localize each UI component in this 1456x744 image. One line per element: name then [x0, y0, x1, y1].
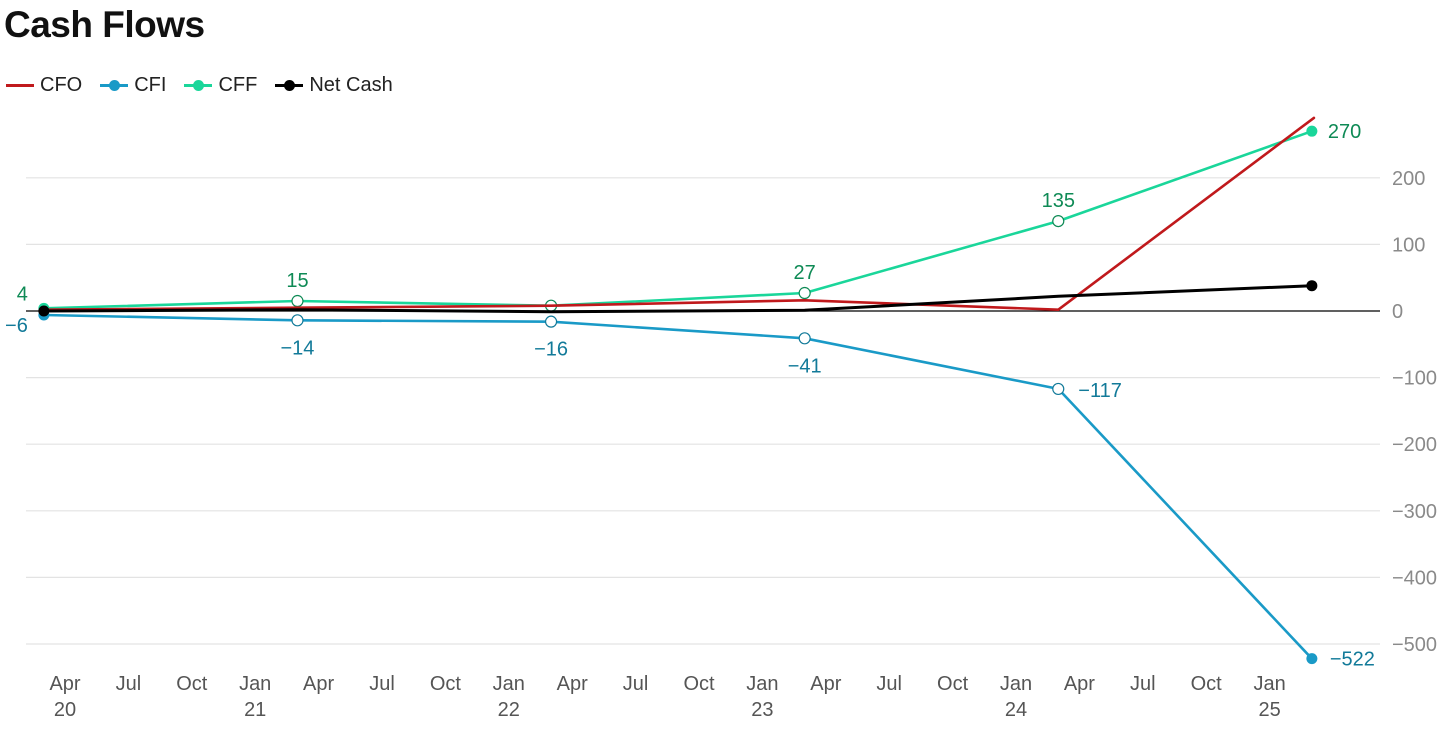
data-label-cfi: −16 — [534, 339, 568, 361]
x-tick-label: Apr — [49, 673, 80, 695]
data-point-cff — [1052, 214, 1065, 228]
legend-label-cfo: CFO — [40, 73, 83, 96]
y-tick-label: 0 — [1392, 301, 1403, 323]
x-tick-label: Jan — [239, 673, 271, 695]
x-tick-year-label: 23 — [751, 699, 773, 721]
series-line-cfi — [42, 313, 1314, 660]
x-tick-label: Jul — [623, 673, 649, 695]
legend-swatch-cfi — [100, 79, 129, 91]
y-tick-label: −200 — [1392, 434, 1437, 456]
data-point-cff — [1306, 125, 1318, 137]
y-tick-label: −500 — [1392, 634, 1437, 656]
series-line-cff — [42, 129, 1314, 310]
x-tick-label: Jul — [1130, 673, 1156, 695]
x-tick-label: Apr — [1064, 673, 1095, 695]
x-tick-year-label: 22 — [498, 699, 520, 721]
x-tick-label: Oct — [1191, 673, 1223, 695]
y-tick-label: −100 — [1392, 368, 1437, 390]
data-label-cfi: −117 — [1078, 380, 1122, 402]
x-tick-label: Apr — [810, 673, 841, 695]
x-tick-label: Jul — [116, 673, 142, 695]
data-label-cfi: −14 — [280, 337, 314, 359]
data-label-cff: 270 — [1328, 121, 1361, 143]
x-tick-label: Apr — [303, 673, 334, 695]
data-point-cfi — [1306, 653, 1318, 665]
legend: CFO CFI CFF Net Cash — [6, 72, 411, 98]
x-tick-label: Oct — [430, 673, 462, 695]
x-tick-label: Jul — [369, 673, 395, 695]
x-tick-label: Apr — [557, 673, 588, 695]
data-point-net-cash — [1306, 280, 1318, 292]
data-point-cfi — [798, 332, 811, 345]
data-label-cfi: −6 — [5, 315, 28, 337]
legend-swatch-cff — [184, 79, 213, 91]
x-tick-label: Jan — [493, 673, 525, 695]
data-point-cfi — [544, 315, 558, 328]
x-tick-label: Jul — [876, 673, 902, 695]
data-point-cfi — [291, 314, 304, 327]
data-label-cff: 4 — [17, 283, 28, 305]
legend-label-cfi: CFI — [134, 73, 167, 96]
x-tick-year-label: 24 — [1005, 699, 1027, 721]
x-tick-year-label: 21 — [244, 699, 266, 721]
x-tick-label: Oct — [683, 673, 715, 695]
legend-swatch-net-cash — [275, 79, 304, 91]
data-label-cff: 135 — [1042, 190, 1075, 212]
data-label-cfi: −41 — [788, 355, 822, 377]
y-tick-label: 200 — [1392, 168, 1425, 190]
x-tick-label: Jan — [1000, 673, 1032, 695]
legend-label-net-cash: Net Cash — [309, 73, 393, 96]
x-tick-year-label: 20 — [54, 699, 76, 721]
legend-label-cff: CFF — [218, 73, 258, 96]
data-label-cfi: −522 — [1330, 649, 1375, 671]
data-point-cfi — [1052, 382, 1065, 396]
legend-item-cfo[interactable]: CFO — [6, 74, 82, 97]
data-point-cff — [291, 294, 304, 308]
x-tick-label: Oct — [937, 673, 969, 695]
y-tick-label: −300 — [1392, 501, 1437, 523]
x-tick-label: Jan — [1253, 673, 1285, 695]
series-line-net-cash — [42, 284, 1314, 314]
legend-item-cff[interactable]: CFF — [184, 74, 257, 97]
data-label-cff: 27 — [794, 262, 816, 284]
data-label-cff: 15 — [286, 270, 308, 292]
y-tick-label: −400 — [1392, 567, 1437, 589]
data-point-cff — [798, 286, 811, 300]
legend-item-cfi[interactable]: CFI — [100, 74, 166, 97]
x-tick-label: Jan — [746, 673, 778, 695]
x-tick-year-label: 25 — [1258, 699, 1280, 721]
legend-swatch-cfo — [6, 83, 34, 87]
y-tick-label: 100 — [1392, 234, 1425, 256]
x-tick-label: Oct — [176, 673, 208, 695]
data-point-net-cash — [38, 305, 50, 317]
chart-title: Cash Flows — [4, 4, 205, 45]
series-line-cfo — [42, 116, 1316, 311]
legend-item-net-cash[interactable]: Net Cash — [275, 73, 393, 97]
